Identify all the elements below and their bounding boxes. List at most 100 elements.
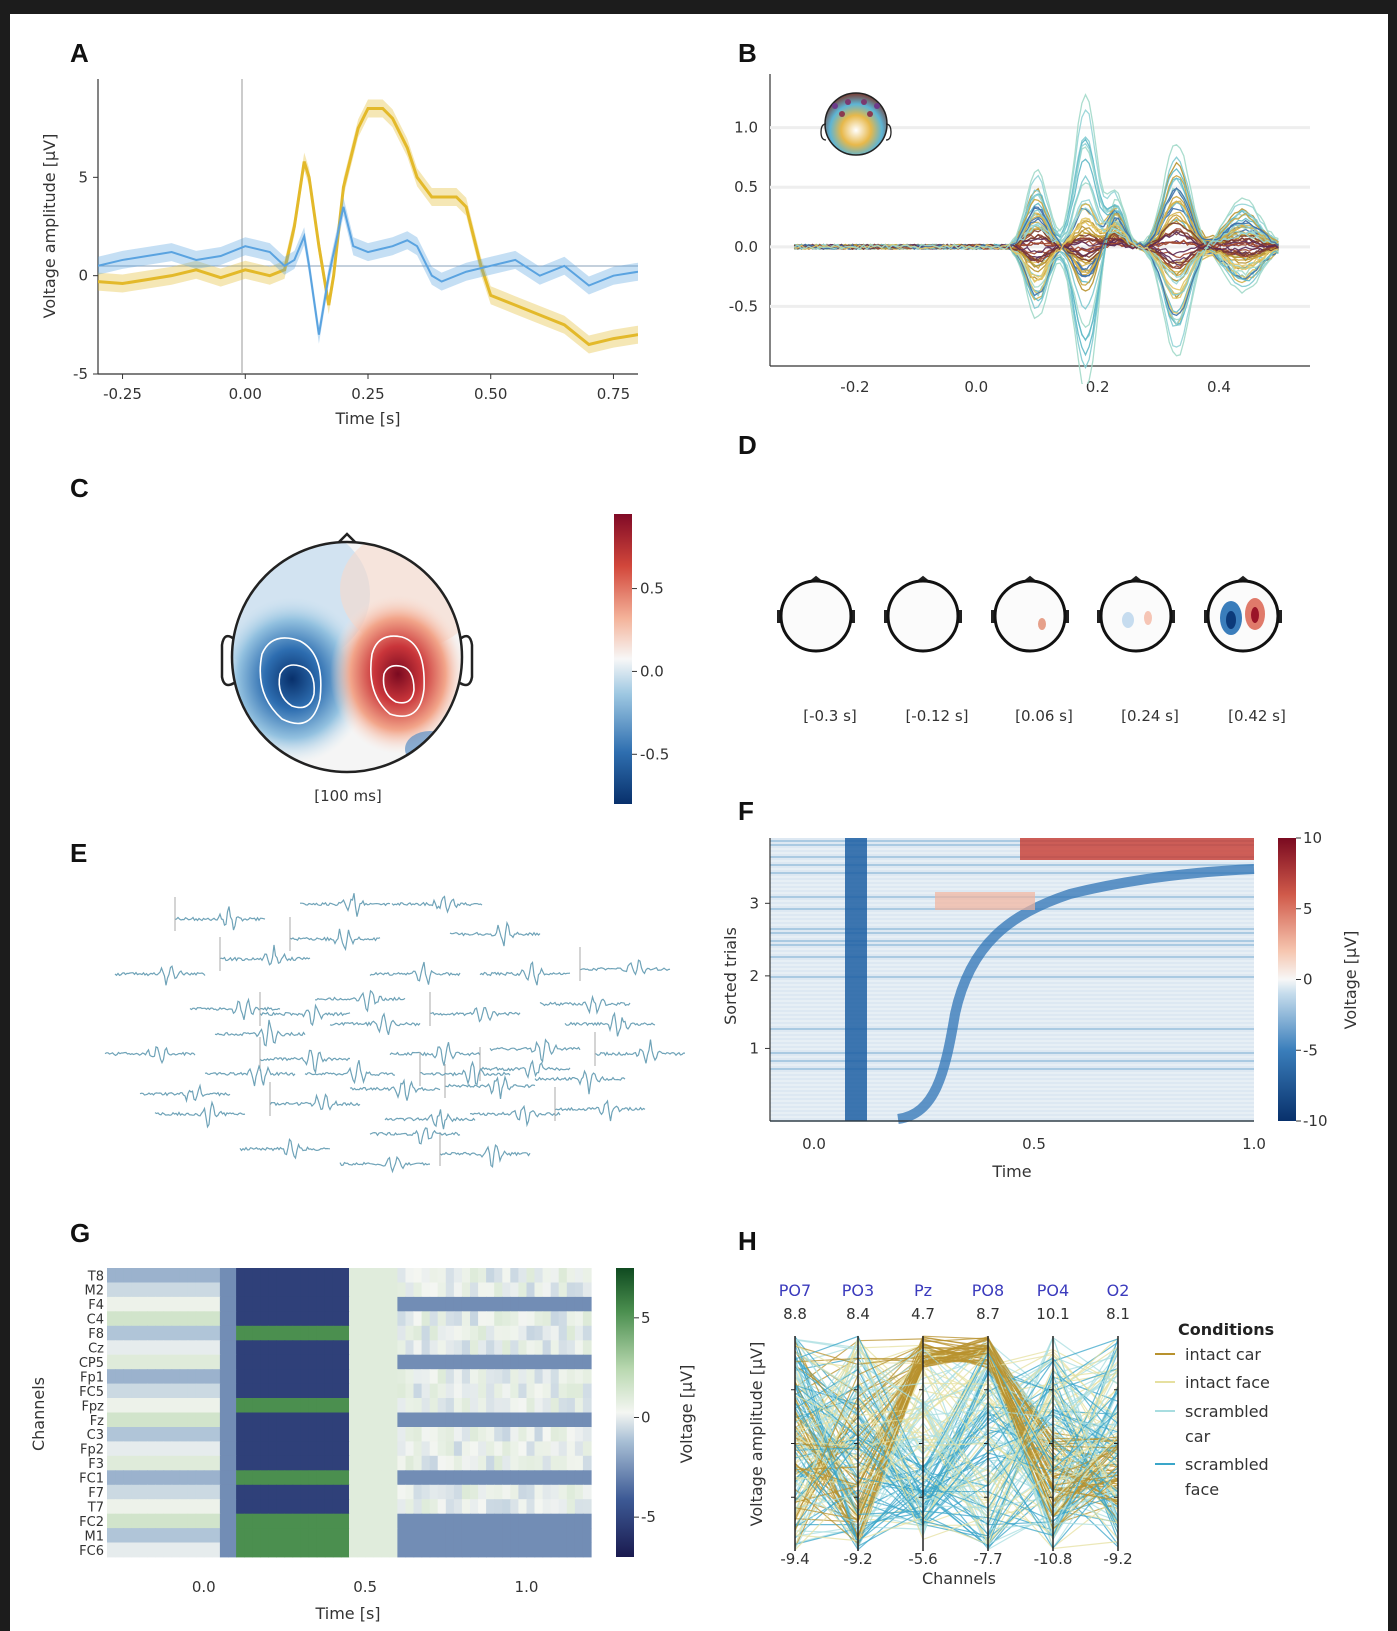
- panel-g-cell: [534, 1282, 544, 1298]
- panel-g-cell: [510, 1542, 519, 1558]
- panel-g-cell: [131, 1470, 140, 1486]
- panel-g-cell: [308, 1369, 318, 1385]
- panel-g-cell: [131, 1340, 140, 1356]
- panel-g-cell: [131, 1455, 140, 1471]
- panel-g-cell: [413, 1311, 423, 1327]
- panel-g-cell: [534, 1398, 544, 1413]
- panel-g-cell: [340, 1383, 350, 1399]
- panel-g-cell: [397, 1542, 407, 1558]
- panel-g-cell: [413, 1268, 423, 1283]
- panel-b-channel-line: [793, 93, 1279, 357]
- panel-g-cell: [300, 1484, 310, 1500]
- panel-g-cell: [421, 1325, 431, 1341]
- panel-h-parallel-coordinates: PO78.8-9.4PO38.4-9.2Pz4.7-5.6PO88.7-7.7P…: [747, 1281, 1274, 1588]
- panel-g-cell: [332, 1354, 342, 1370]
- panel-g-cell: [502, 1470, 511, 1486]
- panel-g-cell: [510, 1455, 519, 1471]
- panel-f-ytick-label: 2: [749, 967, 759, 985]
- panel-g-cell: [107, 1499, 116, 1515]
- panel-h-observation-line: [795, 1352, 1119, 1538]
- panel-g-cell: [171, 1412, 181, 1428]
- panel-g-cell: [437, 1484, 447, 1500]
- panel-g-cell: [550, 1398, 560, 1413]
- panel-f-trial-row: [770, 1060, 1254, 1062]
- panel-g-cell: [316, 1398, 326, 1413]
- panel-g-cell: [260, 1354, 269, 1370]
- panel-h-observation-line: [795, 1382, 1119, 1542]
- panel-g-cell: [486, 1499, 495, 1515]
- panel-e-channel-trace: [289, 928, 381, 952]
- panel-g-cell: [534, 1296, 544, 1312]
- panel-g-cell: [478, 1542, 487, 1558]
- panel-g-cell: [276, 1427, 286, 1442]
- panel-g-cell: [324, 1455, 334, 1471]
- panel-g-cell: [268, 1340, 277, 1356]
- panel-a-series-1-line: [98, 107, 638, 347]
- panel-g-cell: [373, 1369, 382, 1385]
- panel-h-axis-max: 8.1: [1106, 1305, 1130, 1323]
- panel-g-cell: [252, 1268, 261, 1283]
- panel-g-cell: [461, 1470, 471, 1486]
- panel-g-cell: [107, 1325, 116, 1341]
- panel-g-cell: [123, 1499, 132, 1515]
- panel-g-cell: [566, 1513, 576, 1529]
- panel-g-cell: [316, 1282, 326, 1298]
- panel-g-cell: [389, 1412, 398, 1428]
- panel-g-cell: [478, 1427, 487, 1442]
- panel-h-observation-line: [795, 1335, 1119, 1545]
- panel-g-cell: [542, 1398, 552, 1413]
- panel-g-cell: [131, 1484, 140, 1500]
- panel-g-cell: [203, 1484, 213, 1500]
- panel-g-cell: [502, 1369, 511, 1385]
- panel-h-legend-label: intact car: [1185, 1345, 1261, 1364]
- panel-g-cell: [437, 1369, 447, 1385]
- panel-g-cell: [486, 1528, 495, 1543]
- panel-g-cell: [228, 1441, 237, 1457]
- panel-b-xtick-label: 0.4: [1207, 378, 1231, 396]
- panel-g-cell: [421, 1296, 431, 1312]
- panel-h-observation-line: [795, 1350, 1119, 1545]
- panel-g-cell: [397, 1528, 407, 1543]
- panel-g-cell: [228, 1369, 237, 1385]
- panel-g-cell: [397, 1412, 407, 1428]
- panel-h-observation-line: [795, 1401, 1119, 1537]
- panel-g-cell: [429, 1268, 439, 1283]
- panel-a-series-2-ci-band: [98, 197, 638, 344]
- panel-g-cell: [582, 1427, 592, 1442]
- panel-a-erp-plot: -0.25 0.00 0.25 0.50 0.75 -505 Time [s] Volt…: [40, 79, 638, 428]
- panel-g-cell: [405, 1528, 415, 1543]
- panel-g-cell: [147, 1484, 156, 1500]
- panel-g-cell: [131, 1325, 140, 1341]
- panel-e-channel-trace: [339, 1155, 430, 1174]
- panel-d-topomap-5: [1204, 575, 1282, 653]
- panel-g-cell: [163, 1427, 173, 1442]
- panel-g-cell: [405, 1340, 415, 1356]
- panel-g-cell: [123, 1383, 132, 1399]
- panel-g-cell: [171, 1542, 181, 1558]
- panel-h-axis-name: Pz: [914, 1281, 932, 1300]
- panel-g-cell: [219, 1268, 229, 1283]
- panel-g-cell: [163, 1484, 173, 1500]
- panel-g-cell: [139, 1470, 148, 1486]
- panel-g-cell: [211, 1484, 221, 1500]
- panel-g-cell: [429, 1398, 439, 1413]
- panel-g-cell: [308, 1470, 318, 1486]
- panel-g-cell: [155, 1484, 165, 1500]
- panel-g-cell: [131, 1412, 140, 1428]
- panel-g-cell: [381, 1528, 390, 1543]
- panel-g-cell: [502, 1441, 511, 1457]
- panel-g-cell: [308, 1499, 318, 1515]
- panel-e-channel-trace: [391, 895, 483, 914]
- panel-g-cell: [494, 1528, 503, 1543]
- panel-g-cell: [163, 1311, 173, 1327]
- panel-g-cell: [550, 1268, 560, 1283]
- panel-g-cell: [574, 1383, 584, 1399]
- panel-g-cell: [381, 1412, 390, 1428]
- panel-g-cell: [260, 1282, 269, 1298]
- panel-d-head-outline: [1099, 579, 1173, 653]
- panel-g-cell: [550, 1528, 560, 1543]
- panel-g-cell: [542, 1282, 552, 1298]
- panel-g-cell: [397, 1369, 407, 1385]
- panel-g-cell: [219, 1369, 229, 1385]
- panel-g-cell: [461, 1311, 471, 1327]
